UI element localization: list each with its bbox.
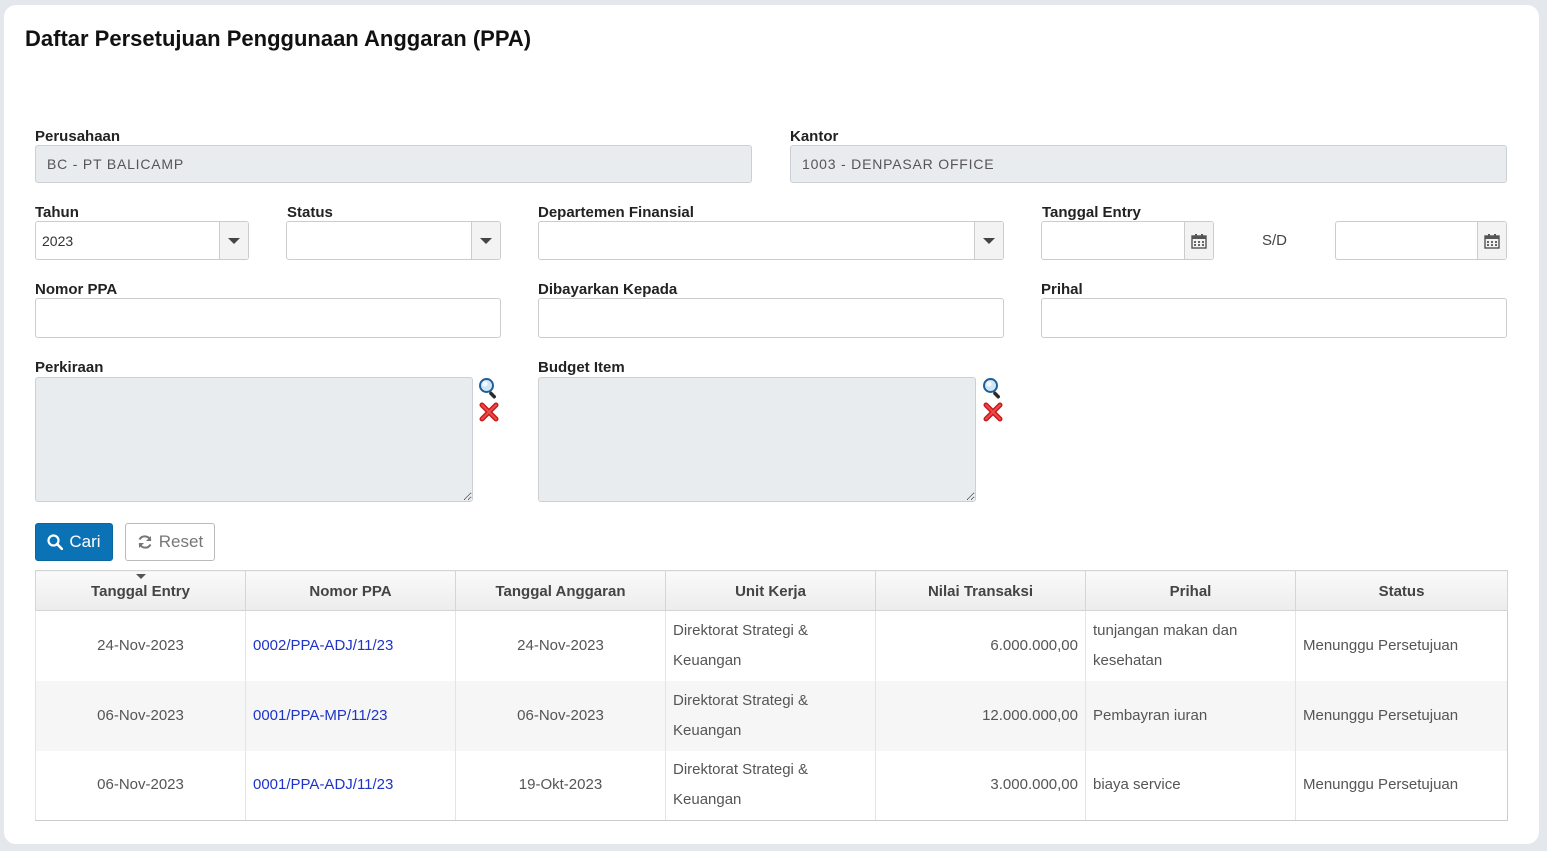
nomor-ppa-input[interactable] [35,298,501,338]
magnifier-icon[interactable] [478,377,500,399]
magnifier-icon[interactable] [982,377,1004,399]
dibayarkan-input[interactable] [538,298,1004,338]
nomor-ppa-link[interactable]: 0001/PPA-MP/11/23 [253,706,388,724]
cell-nilai-transaksi: 12.000.000,00 [875,680,1086,751]
perkiraan-label: Perkiraan [35,359,104,376]
cell-unit-kerja: Direktorat Strategi & Keuangan [665,750,876,821]
cell-nilai-transaksi: 6.000.000,00 [875,610,1086,681]
cell-tanggal-anggaran: 19-Okt-2023 [455,750,666,821]
red-x-icon[interactable] [982,401,1004,423]
departemen-select[interactable] [538,221,1004,260]
unit-kerja-line1: Direktorat Strategi & [673,621,809,639]
col-header-prihal[interactable]: Prihal [1085,570,1296,611]
prihal-line1: tunjangan makan dan [1093,621,1238,639]
cari-button-label: Cari [69,532,101,551]
cell-tanggal-entry: 06-Nov-2023 [35,680,246,751]
col-header-nilai-transaksi[interactable]: Nilai Transaksi [875,570,1086,611]
perusahaan-label: Perusahaan [35,128,121,145]
cell-unit-kerja: Direktorat Strategi & Keuangan [665,610,876,681]
cell-nilai-transaksi: 3.000.000,00 [875,750,1086,821]
cell-nomor-ppa: 0001/PPA-ADJ/11/23 [245,750,456,821]
kantor-field: 1003 - DENPASAR OFFICE [790,145,1507,183]
tanggal-entry-label: Tanggal Entry [1042,204,1141,221]
cell-prihal: Pembayran iuran [1085,680,1296,751]
tanggal-entry-to-input[interactable] [1335,221,1507,260]
reset-button[interactable]: Reset [125,523,215,561]
caret-down-icon[interactable] [219,222,248,259]
cell-nomor-ppa: 0001/PPA-MP/11/23 [245,680,456,751]
cell-tanggal-entry: 24-Nov-2023 [35,610,246,681]
cell-tanggal-anggaran: 06-Nov-2023 [455,680,666,751]
date-range-separator: S/D [1262,232,1288,249]
cell-prihal: biaya service [1085,750,1296,821]
red-x-icon[interactable] [478,401,500,423]
unit-kerja-line2: Keuangan [673,791,742,809]
table-row[interactable]: 24-Nov-2023 0002/PPA-ADJ/11/23 24-Nov-20… [35,610,1508,681]
departemen-label: Departemen Finansial [538,204,694,221]
budget-item-label: Budget Item [538,359,625,376]
kantor-label: Kantor [790,128,839,145]
prihal-line2: kesehatan [1093,651,1163,669]
page-title: Daftar Persetujuan Penggunaan Anggaran (… [25,26,532,51]
nomor-ppa-label: Nomor PPA [35,281,118,298]
table-row[interactable]: 06-Nov-2023 0001/PPA-ADJ/11/23 19-Okt-20… [35,750,1508,821]
cell-status: Menunggu Persetujuan [1295,680,1508,751]
cell-tanggal-entry: 06-Nov-2023 [35,750,246,821]
prihal-label: Prihal [1041,281,1083,298]
ppa-table: Tanggal Entry Nomor PPA Tanggal Anggaran… [35,570,1508,821]
tanggal-entry-from-input[interactable] [1041,221,1214,260]
nomor-ppa-link[interactable]: 0001/PPA-ADJ/11/23 [253,776,394,794]
perusahaan-field: BC - PT BALICAMP [35,145,752,183]
col-header-status[interactable]: Status [1295,570,1508,611]
caret-down-icon[interactable] [471,222,500,259]
reset-button-label: Reset [158,532,204,551]
unit-kerja-line1: Direktorat Strategi & [673,691,809,709]
prihal-input[interactable] [1041,298,1507,338]
cell-tanggal-anggaran: 24-Nov-2023 [455,610,666,681]
tahun-value: 2023 [42,232,74,249]
col-header-tanggal-entry[interactable]: Tanggal Entry [35,570,246,611]
col-header-unit-kerja[interactable]: Unit Kerja [665,570,876,611]
table-row[interactable]: 06-Nov-2023 0001/PPA-MP/11/23 06-Nov-202… [35,680,1508,751]
tahun-label: Tahun [35,204,79,221]
tahun-select[interactable]: 2023 [35,221,249,260]
calendar-icon[interactable] [1184,222,1213,259]
col-header-nomor-ppa[interactable]: Nomor PPA [245,570,456,611]
status-select[interactable] [286,221,501,260]
cari-button[interactable]: Cari [35,523,113,561]
table-header-row: Tanggal Entry Nomor PPA Tanggal Anggaran… [35,570,1508,611]
cell-unit-kerja: Direktorat Strategi & Keuangan [665,680,876,751]
status-label: Status [287,204,333,221]
refresh-icon [138,535,152,549]
col-header-label: Tanggal Entry [91,583,190,600]
unit-kerja-line2: Keuangan [673,651,742,669]
unit-kerja-line1: Direktorat Strategi & [673,761,809,779]
col-header-tanggal-anggaran[interactable]: Tanggal Anggaran [455,570,666,611]
nomor-ppa-link[interactable]: 0002/PPA-ADJ/11/23 [253,636,394,654]
cell-status: Menunggu Persetujuan [1295,610,1508,681]
cell-prihal: tunjangan makan dan kesehatan [1085,610,1296,681]
caret-down-icon[interactable] [974,222,1003,259]
sort-desc-icon [135,574,146,579]
cell-status: Menunggu Persetujuan [1295,750,1508,821]
search-icon [47,534,64,550]
dibayarkan-label: Dibayarkan Kepada [538,281,678,298]
perkiraan-textarea[interactable] [35,377,473,502]
calendar-icon[interactable] [1477,222,1506,259]
cell-nomor-ppa: 0002/PPA-ADJ/11/23 [245,610,456,681]
budget-item-textarea[interactable] [538,377,976,502]
unit-kerja-line2: Keuangan [673,721,742,739]
